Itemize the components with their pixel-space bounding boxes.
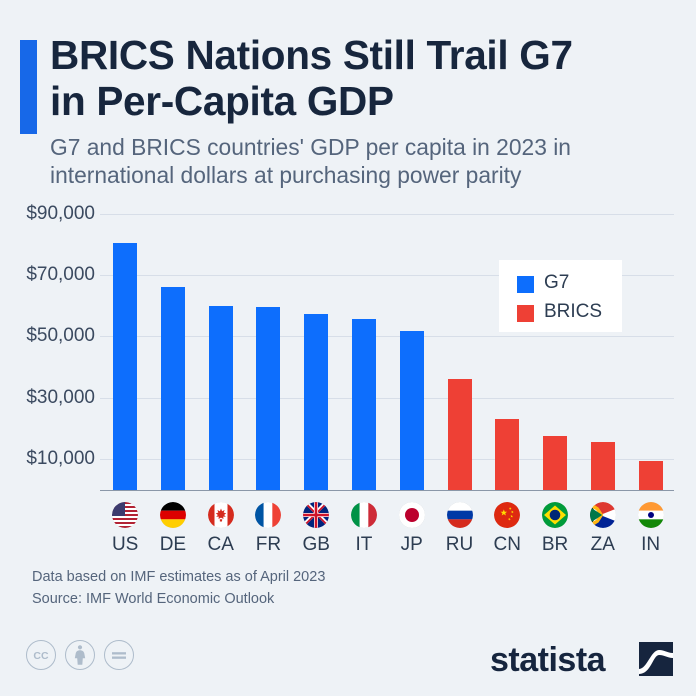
svg-text:statista: statista bbox=[490, 641, 607, 679]
svg-text:CC: CC bbox=[33, 650, 49, 662]
